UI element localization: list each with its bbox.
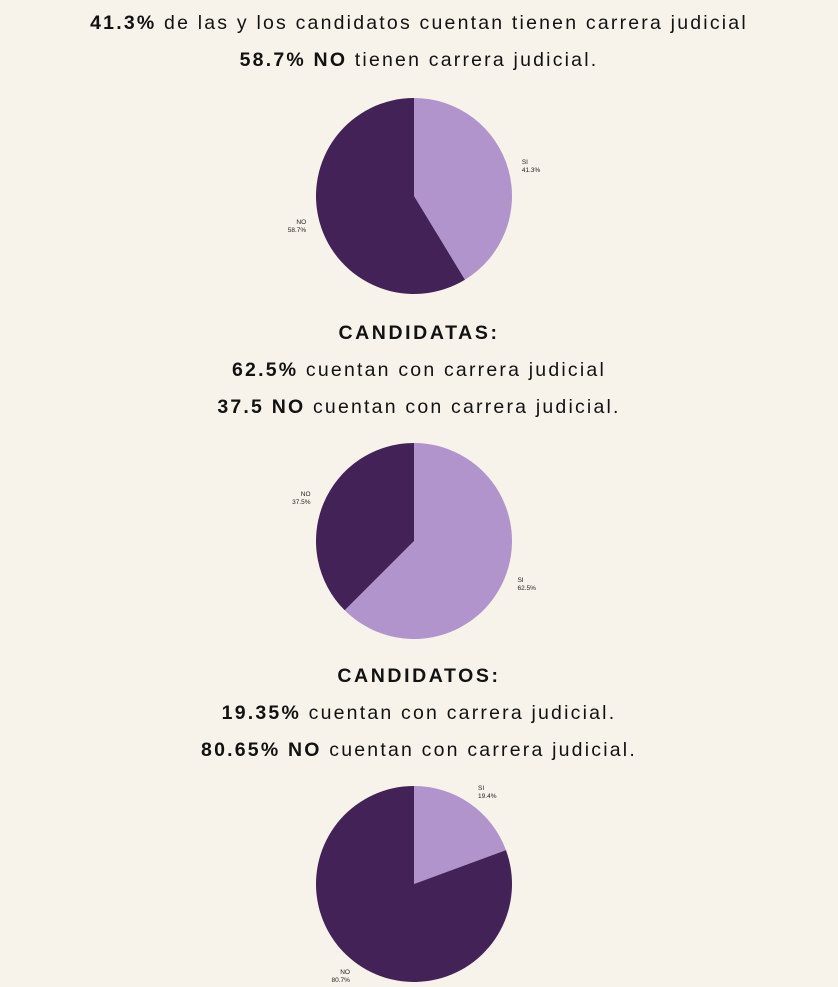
candidatas-si-text: cuentan con carrera judicial [298,359,606,381]
candidatas-summary-line-1: 62.5% cuentan con carrera judicial [0,358,838,382]
pie-slice-si [344,443,512,639]
candidatos-no-text: cuentan con carrera judicial. [321,739,637,761]
candidatas-no-text: cuentan con carrera judicial. [305,396,621,418]
candidatos-si-text: cuentan con carrera judicial. [301,702,617,724]
pie-label-si: SI 41.3% [522,159,541,174]
pie-slice-no [316,98,465,294]
pie-label-si-value: 19.4% [478,793,497,800]
candidatos-si-percent: 19.35% [221,702,302,724]
pie-label-si-name: SI [478,785,484,792]
pie-label-si-name: SI [522,159,528,166]
pie-label-no-name: NO [340,969,350,976]
candidatas-heading: CANDIDATAS: [338,322,500,344]
pie-label-si: SI 62.5% [517,577,536,592]
pie-slice-si [414,98,512,280]
overall-si-text: de las y los candidatos cuentan tienen c… [156,12,748,34]
pie-label-si-name: SI [517,577,523,584]
candidatos-pie-chart: SI 19.4% NO 80.7% [316,785,512,984]
pie-label-no-name: NO [296,219,306,226]
overall-summary-line-2: 58.7% NO tienen carrera judicial. [0,48,838,72]
candidatos-heading: CANDIDATOS: [337,665,501,687]
candidatas-si-percent: 62.5% [232,359,299,381]
overall-no-percent: 58.7% NO [239,49,348,71]
pie-label-no-value: 80.7% [332,977,351,984]
pie-label-no-value: 37.5% [292,499,311,506]
candidatos-summary-line-2: 80.65% NO cuentan con carrera judicial. [0,738,838,762]
candidatas-summary-line-2: 37.5 NO cuentan con carrera judicial. [0,395,838,419]
candidatos-no-percent: 80.65% NO [201,739,322,761]
pie-label-no-name: NO [301,491,311,498]
pie-label-si-value: 41.3% [522,167,541,174]
pie-label-si: SI 19.4% [478,785,497,800]
pie-label-no: NO 58.7% [288,219,307,234]
pie-label-no: NO 37.5% [292,491,311,506]
pie-slice-si [414,786,506,884]
candidatos-summary-line-1: 19.35% cuentan con carrera judicial. [0,701,838,725]
pie-label-si-value: 62.5% [517,585,536,592]
pie-label-no-value: 58.7% [288,227,307,234]
candidatas-no-percent: 37.5 NO [217,396,306,418]
overall-summary-line-1: 41.3% de las y los candidatos cuentan ti… [0,11,838,35]
pie-slice-no [316,786,512,982]
pie-label-no: NO 80.7% [332,969,351,984]
overall-si-percent: 41.3% [90,12,157,34]
candidatas-pie-chart: SI 62.5% NO 37.5% [292,443,536,639]
overall-no-text: tienen carrera judicial. [347,49,599,71]
overall-pie-chart: SI 41.3% NO 58.7% [288,98,541,294]
pie-slice-no [316,443,414,611]
